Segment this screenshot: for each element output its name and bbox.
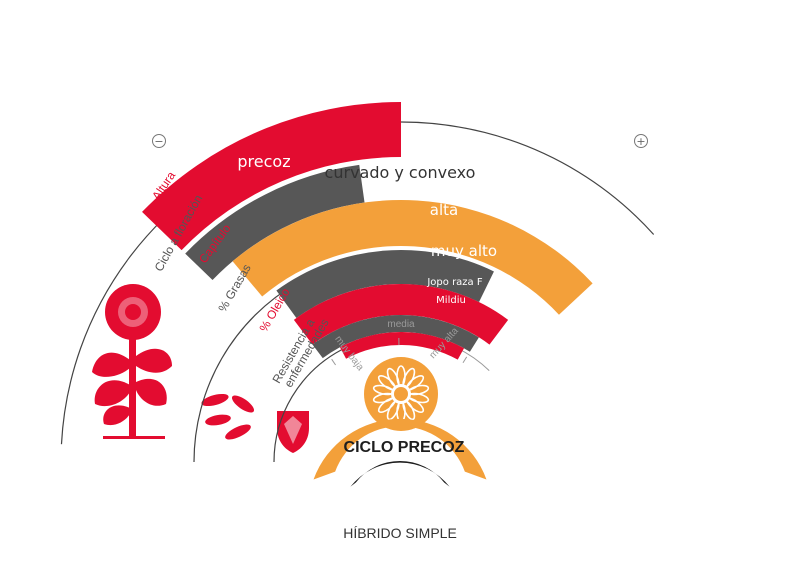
shield-icon (277, 411, 309, 453)
bar-value-label: precoz (237, 152, 290, 171)
bar-6 (312, 315, 479, 359)
bar-7 (339, 332, 465, 360)
bar-value-label: media (340, 68, 393, 88)
bar-value-label: alta (430, 201, 458, 219)
plus-marker: + (634, 134, 648, 148)
product-type: HÍBRIDO SIMPLE (343, 525, 457, 541)
bar-1 (142, 102, 402, 251)
sunflower-head-icon (364, 357, 438, 431)
sunflower-plant-icon (92, 284, 172, 439)
scale-tick-1 (331, 358, 336, 366)
scale-label: media (387, 319, 415, 330)
bar-4 (276, 250, 494, 318)
bar-value-label: Mildiu (436, 295, 466, 306)
inner-guide-arc (273, 349, 342, 463)
bar-5 (293, 283, 509, 345)
bar-value-label: muy alto (431, 242, 497, 260)
svg-text:−: − (154, 135, 163, 148)
product-arc (313, 418, 487, 480)
product-name: GIRASOL (370, 489, 438, 506)
cycle-arc (350, 460, 450, 487)
cycle-title: CICLO PRECOZ (344, 439, 465, 456)
minus-marker: − (152, 134, 166, 148)
seeds-icon (201, 393, 255, 440)
bar-2 (185, 164, 365, 280)
bar-value-label: curvado y convexo (325, 163, 476, 182)
svg-text:+: + (636, 135, 645, 148)
bar-value-label: Jopo raza F (426, 277, 483, 288)
scale-tick-3 (462, 356, 468, 364)
middle-guide-arc (193, 282, 298, 463)
bar-3 (232, 200, 593, 315)
